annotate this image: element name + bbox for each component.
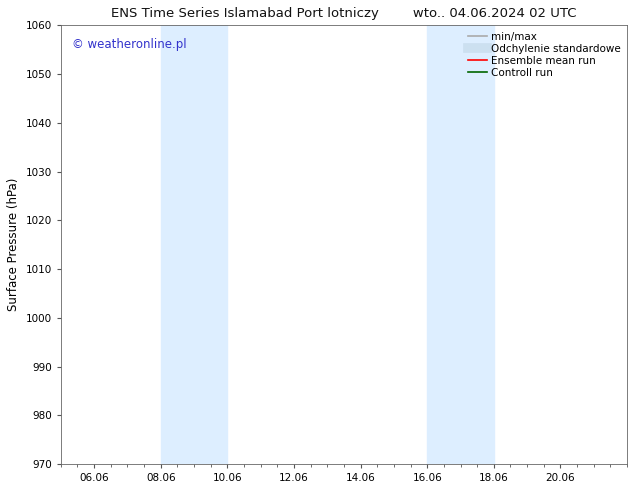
Y-axis label: Surface Pressure (hPa): Surface Pressure (hPa) [7,178,20,311]
Legend: min/max, Odchylenie standardowe, Ensemble mean run, Controll run: min/max, Odchylenie standardowe, Ensembl… [464,27,625,82]
Text: © weatheronline.pl: © weatheronline.pl [72,38,187,51]
Bar [427,25,494,464]
Bar [160,25,228,464]
Title: ENS Time Series Islamabad Port lotniczy        wto.. 04.06.2024 02 UTC: ENS Time Series Islamabad Port lotniczy … [111,7,577,20]
